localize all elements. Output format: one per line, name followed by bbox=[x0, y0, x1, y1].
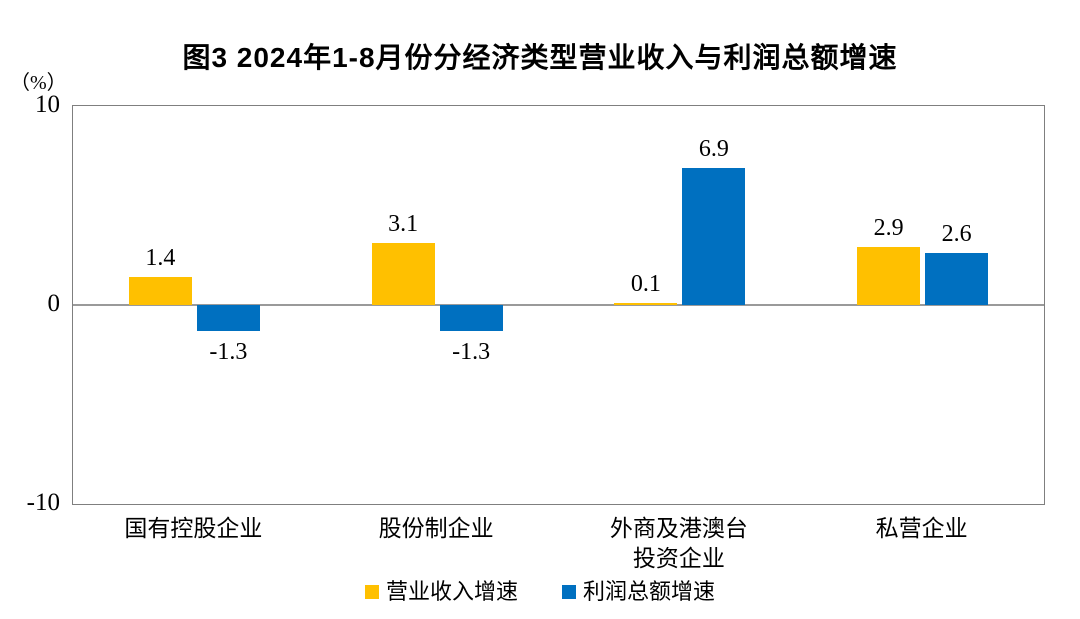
chart-title: 图3 2024年1-8月份分经济类型营业收入与利润总额增速 bbox=[182, 42, 898, 73]
bar-value-label: 3.1 bbox=[388, 211, 419, 238]
bar-value-label: 6.9 bbox=[698, 135, 729, 162]
legend-label: 利润总额增速 bbox=[583, 579, 716, 604]
bar-value-label: 2.9 bbox=[873, 215, 904, 242]
bar-revenue-growth-cat3 bbox=[857, 247, 921, 305]
y-axis-tick-label: -10 bbox=[26, 489, 60, 516]
plot-area: 1.4 -1.3 3.1 -1.3 0.1 6.9 2.9 2.6 bbox=[72, 105, 1045, 505]
bar-revenue-growth-cat2 bbox=[614, 303, 678, 305]
legend-item-profit-growth: 利润总额增速 bbox=[562, 579, 715, 605]
x-axis-labels: 国有控股企业 股份制企业 外商及港澳台 投资企业 私营企业 bbox=[72, 514, 1043, 574]
bar-profit-growth-cat3 bbox=[925, 253, 989, 305]
legend: 营业收入增速 利润总额增速 bbox=[0, 579, 1080, 605]
x-axis-category-label-1: 股份制企业 bbox=[378, 516, 494, 541]
bar-value-label: -1.3 bbox=[452, 338, 491, 365]
legend-item-revenue-growth: 营业收入增速 bbox=[364, 579, 518, 605]
bar-revenue-growth-cat0 bbox=[128, 277, 192, 305]
x-axis-category-label-0: 国有控股企业 bbox=[124, 516, 263, 541]
y-axis-tick-label: 0 bbox=[47, 290, 61, 317]
x-axis-category-label-3: 私营企业 bbox=[875, 516, 968, 541]
zero-gridline bbox=[73, 304, 1044, 306]
bar-value-label: 0.1 bbox=[630, 271, 661, 297]
y-axis-tick-label: 10 bbox=[35, 91, 60, 118]
legend-swatch-icon bbox=[562, 585, 576, 599]
bar-profit-growth-cat1 bbox=[439, 305, 503, 331]
bar-profit-growth-cat2 bbox=[682, 167, 746, 305]
bar-value-label: 2.6 bbox=[941, 221, 972, 248]
y-axis: 10 0 -10 bbox=[0, 91, 61, 516]
y-axis-unit-label: （%） bbox=[10, 72, 67, 94]
bar-profit-growth-cat0 bbox=[196, 305, 260, 331]
bar-value-label: 1.4 bbox=[145, 245, 176, 272]
legend-swatch-icon bbox=[364, 585, 379, 599]
x-axis-category-label-2: 外商及港澳台 投资企业 bbox=[609, 516, 748, 571]
bar-value-label: -1.3 bbox=[209, 338, 248, 365]
bar-revenue-growth-cat1 bbox=[371, 243, 435, 305]
legend-label: 营业收入增速 bbox=[385, 579, 518, 604]
